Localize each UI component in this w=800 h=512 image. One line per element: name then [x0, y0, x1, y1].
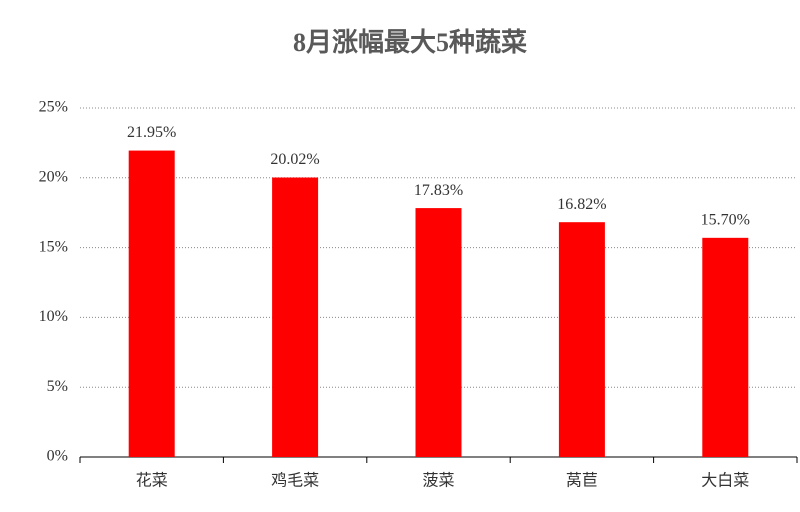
y-tick-label: 25%	[39, 99, 68, 116]
y-tick-label: 20%	[39, 168, 68, 185]
y-tick-label: 5%	[47, 378, 68, 395]
bar	[415, 208, 462, 457]
value-label: 17.83%	[414, 182, 463, 199]
bar	[702, 237, 749, 457]
x-tick-label: 鸡毛菜	[271, 472, 319, 490]
bar	[558, 222, 605, 457]
value-label: 16.82%	[557, 196, 606, 213]
bar	[272, 177, 319, 457]
value-label: 20.02%	[270, 151, 319, 168]
bar	[128, 150, 175, 457]
y-tick-label: 10%	[39, 308, 68, 325]
y-tick-label: 15%	[39, 238, 68, 255]
chart-title: 8月涨幅最大5种蔬菜	[293, 28, 527, 57]
value-label: 21.95%	[127, 124, 176, 141]
x-tick-label: 大白菜	[701, 472, 749, 490]
x-tick-label: 菠菜	[422, 472, 454, 490]
x-tick-label: 莴苣	[566, 472, 598, 490]
y-tick-label: 0%	[47, 448, 68, 465]
value-label: 15.70%	[701, 211, 750, 228]
x-tick-label: 花菜	[136, 472, 168, 490]
